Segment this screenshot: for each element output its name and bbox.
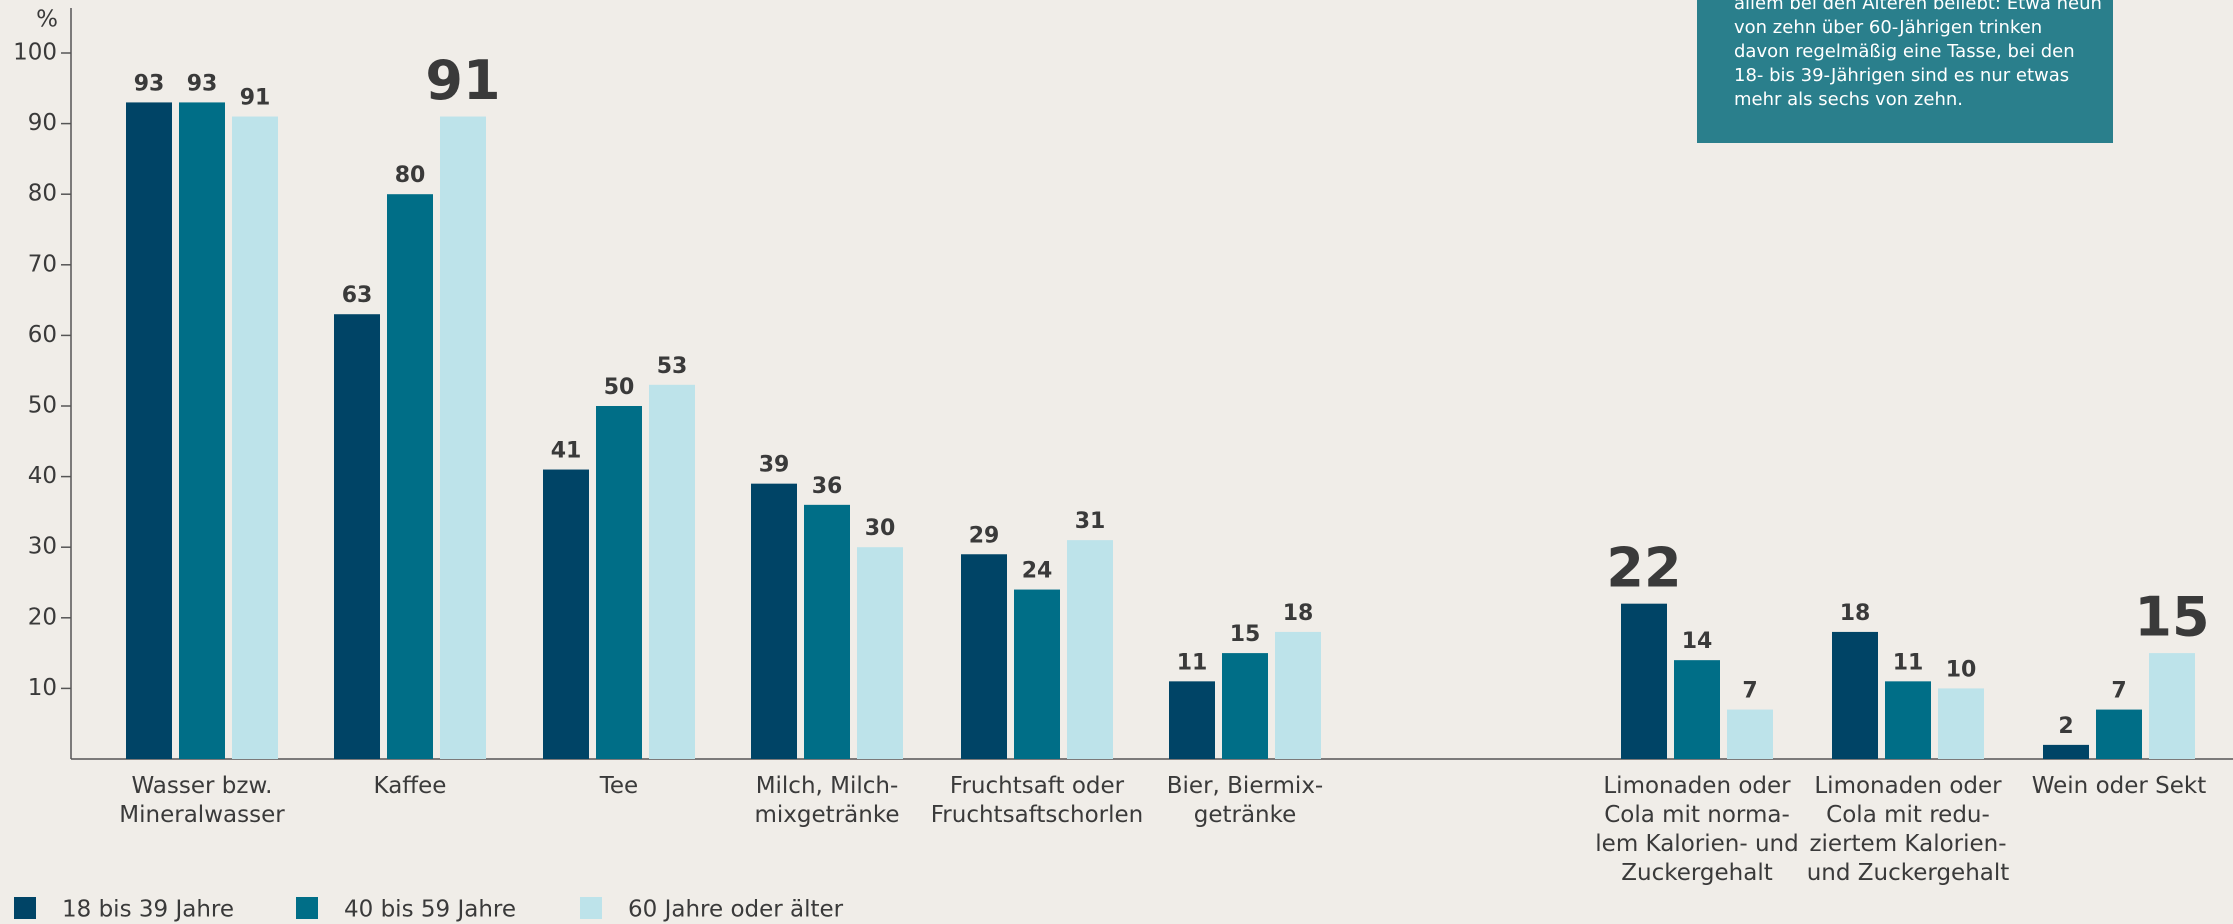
bar xyxy=(1169,681,1215,759)
value-label: 7 xyxy=(1742,679,1757,704)
value-label: 31 xyxy=(1075,509,1106,534)
x-tick-label: Limonaden oder Cola mit norma-lem Kalorie… xyxy=(1595,773,1798,886)
y-tick-label: 50 xyxy=(28,393,57,419)
x-tick-label: Kaffee xyxy=(374,773,447,799)
annotation-text: davon regelmäßig eine Tasse, bei den xyxy=(1734,41,2075,62)
x-tick-label: Milch, Milch-mixgetränke xyxy=(755,773,900,828)
value-label: 80 xyxy=(395,163,426,188)
value-label: 63 xyxy=(342,283,373,308)
value-label: 2 xyxy=(2058,714,2073,739)
value-label: 39 xyxy=(759,453,790,478)
legend-swatch xyxy=(296,897,318,919)
bar xyxy=(387,194,433,759)
annotation-box xyxy=(1697,0,2113,143)
value-label: 10 xyxy=(1946,657,1977,682)
bar xyxy=(1938,688,1984,759)
annotation-text: von zehn über 60-Jährigen trinken xyxy=(1734,17,2042,38)
x-tick-label: Tee xyxy=(599,773,638,799)
bar xyxy=(596,406,642,759)
bar xyxy=(179,102,225,760)
y-tick-label: 20 xyxy=(28,604,57,630)
bar xyxy=(1067,540,1113,759)
bar xyxy=(232,116,278,760)
y-tick-label: 60 xyxy=(28,322,57,348)
value-label: 93 xyxy=(187,71,218,96)
bar xyxy=(1222,653,1268,759)
legend-swatch xyxy=(580,897,602,919)
bar xyxy=(1275,631,1321,759)
legend-label: 40 bis 59 Jahre xyxy=(344,897,516,923)
bar xyxy=(334,314,380,759)
bar xyxy=(543,469,589,759)
bar xyxy=(2043,744,2089,759)
legend-label: 18 bis 39 Jahre xyxy=(62,897,234,923)
value-label: 11 xyxy=(1893,650,1924,675)
value-label: 11 xyxy=(1177,650,1208,675)
value-label: 24 xyxy=(1022,559,1053,584)
bar xyxy=(961,554,1007,759)
x-tick-label: Limonaden oder Cola mit redu-ziertem Kalo… xyxy=(1807,773,2010,886)
bar xyxy=(751,483,797,759)
legend-swatch xyxy=(14,897,36,919)
bar xyxy=(440,116,486,760)
value-label: 18 xyxy=(1840,601,1871,626)
value-label: 15 xyxy=(2134,586,2209,649)
annotation-text: 18- bis 39-Jährigen sind es nur etwas xyxy=(1734,65,2069,86)
bar xyxy=(126,102,172,760)
bar xyxy=(857,547,903,759)
bar xyxy=(804,504,850,759)
annotation-text: allem bei den Älteren beliebt: Etwa neun xyxy=(1734,0,2102,14)
value-label: 41 xyxy=(551,439,582,464)
x-tick-label: Wasser bzw. Mineralwasser xyxy=(119,773,285,828)
value-label: 14 xyxy=(1682,629,1713,654)
bar xyxy=(1832,631,1878,759)
bar xyxy=(1674,660,1720,759)
value-label: 93 xyxy=(134,71,165,96)
bar xyxy=(2096,709,2142,759)
value-label: 29 xyxy=(969,523,1000,548)
value-label: 91 xyxy=(425,49,500,112)
y-tick-label: 90 xyxy=(28,110,57,136)
x-tick-label: Fruchtsaft oder Fruchtsaftschorlen xyxy=(931,773,1143,828)
y-axis-label: % xyxy=(36,7,58,33)
y-tick-label: 80 xyxy=(28,181,57,207)
bar xyxy=(649,384,695,759)
y-tick-label: 10 xyxy=(28,675,57,701)
value-label: 22 xyxy=(1606,536,1681,599)
x-tick-label: Wein oder Sekt xyxy=(2032,773,2207,799)
value-label: 53 xyxy=(657,354,688,379)
value-label: 91 xyxy=(240,86,271,111)
y-tick-label: 30 xyxy=(28,534,57,560)
value-label: 50 xyxy=(604,375,635,400)
value-label: 36 xyxy=(812,474,843,499)
value-label: 18 xyxy=(1283,601,1314,626)
value-label: 7 xyxy=(2111,679,2126,704)
bar xyxy=(1621,603,1667,759)
y-tick-label: 40 xyxy=(28,463,57,489)
value-label: 15 xyxy=(1230,622,1261,647)
bar xyxy=(1885,681,1931,759)
y-tick-label: 100 xyxy=(13,40,57,66)
x-tick-label: Bier, Biermix-getränke xyxy=(1167,773,1323,828)
bar xyxy=(1727,709,1773,759)
annotation-text: mehr als sechs von zehn. xyxy=(1734,89,1963,110)
legend-label: 60 Jahre oder älter xyxy=(628,897,844,923)
y-tick-label: 70 xyxy=(28,251,57,277)
bar xyxy=(1014,589,1060,759)
bar xyxy=(2149,653,2195,759)
value-label: 30 xyxy=(865,516,896,541)
